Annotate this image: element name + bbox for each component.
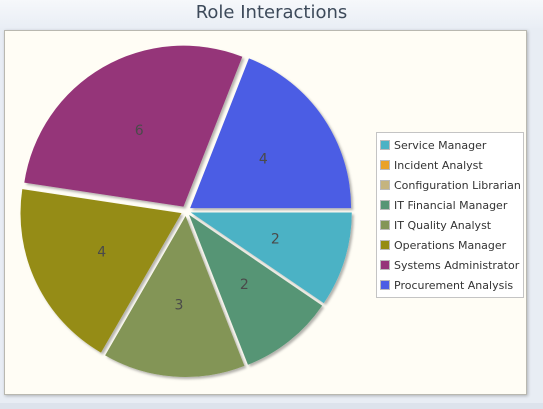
chart-title: Role Interactions bbox=[0, 0, 543, 28]
pie-label-procurement-analysis: 4 bbox=[259, 151, 268, 167]
pie-slice-it-quality-analyst[interactable] bbox=[105, 215, 245, 377]
pie-slice-systems-administrator[interactable] bbox=[24, 45, 243, 207]
legend-label: IT Quality Analyst bbox=[394, 218, 492, 232]
legend-label: Incident Analyst bbox=[394, 158, 483, 172]
pie-chart: 2 2 3 4 6 4 bbox=[20, 45, 352, 377]
legend-swatch bbox=[380, 160, 390, 170]
pie-label-it-financial-manager: 2 bbox=[240, 277, 249, 293]
legend-item-operations-manager[interactable]: Operations Manager bbox=[380, 235, 521, 255]
chart-legend: Service Manager Incident Analyst Configura… bbox=[376, 132, 524, 298]
legend-swatch bbox=[380, 280, 390, 290]
legend-label: Operations Manager bbox=[394, 238, 507, 252]
chart-panel: 2 2 3 4 6 4 Service Manager Incident Analyst Co… bbox=[4, 30, 527, 395]
legend-label: Systems Administrator bbox=[394, 258, 520, 272]
legend-item-systems-administrator[interactable]: Systems Administrator bbox=[380, 255, 521, 275]
legend-label: IT Financial Manager bbox=[394, 198, 508, 212]
legend-swatch bbox=[380, 240, 390, 250]
legend-item-service-manager[interactable]: Service Manager bbox=[380, 135, 521, 155]
pie-slice-operations-manager[interactable] bbox=[20, 189, 182, 353]
legend-item-it-financial-manager[interactable]: IT Financial Manager bbox=[380, 195, 521, 215]
pie-label-operations-manager: 4 bbox=[97, 245, 106, 261]
legend-swatch bbox=[380, 180, 390, 190]
legend-swatch bbox=[380, 220, 390, 230]
pie-label-service-manager: 2 bbox=[271, 232, 280, 248]
legend-item-incident-analyst[interactable]: Incident Analyst bbox=[380, 155, 521, 175]
legend-swatch bbox=[380, 260, 390, 270]
pie-label-it-quality-analyst: 3 bbox=[175, 297, 184, 313]
legend-label: Procurement Analysis bbox=[394, 278, 514, 292]
legend-label: Service Manager bbox=[394, 138, 487, 152]
legend-swatch bbox=[380, 140, 390, 150]
pie-slice-it-financial-manager[interactable] bbox=[189, 214, 323, 365]
legend-swatch bbox=[380, 200, 390, 210]
legend-item-procurement-analysis[interactable]: Procurement Analysis bbox=[380, 275, 521, 295]
pie-label-systems-administrator: 6 bbox=[135, 123, 144, 139]
pie-slice-procurement-analysis[interactable] bbox=[190, 58, 352, 209]
legend-label: Configuration Librarian bbox=[394, 178, 521, 192]
legend-item-it-quality-analyst[interactable]: IT Quality Analyst bbox=[380, 215, 521, 235]
bottom-bar bbox=[0, 403, 543, 409]
legend-item-configuration-librarian[interactable]: Configuration Librarian bbox=[380, 175, 521, 195]
pie-slice-service-manager[interactable] bbox=[190, 212, 352, 304]
